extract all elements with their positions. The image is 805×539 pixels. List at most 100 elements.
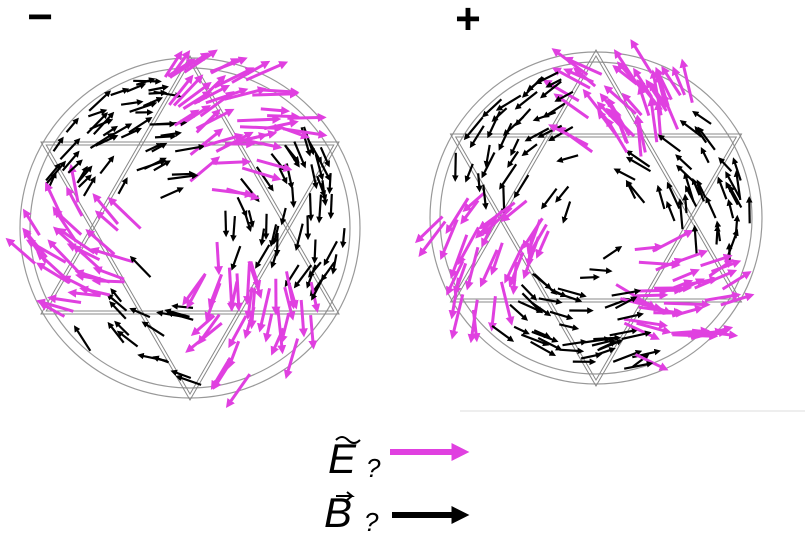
field-arrow-b (180, 378, 201, 385)
field-arrow-e (231, 341, 239, 362)
field-arrow-b (321, 147, 328, 162)
field-arrow-b (134, 260, 151, 278)
field-arrow-e (301, 300, 303, 330)
field-arrow-b (502, 164, 516, 185)
field-arrow-e (191, 323, 222, 348)
field-arrow-e (97, 251, 134, 262)
field-arrow-b (47, 165, 63, 184)
field-arrow-b (599, 350, 611, 354)
field-arrow-b (507, 117, 524, 133)
field-arrow-b (142, 356, 167, 361)
field-arrow-b (127, 86, 142, 92)
field-arrow-b (323, 180, 326, 201)
field-arrow-e (217, 362, 231, 384)
field-arrow-b (331, 194, 332, 214)
field-arrow-b (720, 182, 727, 200)
field-arrow-b (121, 334, 138, 347)
field-arrow-e (232, 316, 246, 342)
field-arrow-b (695, 230, 697, 255)
field-arrow-e (641, 92, 649, 116)
field-arrow-b (538, 112, 556, 119)
field-arrow-b (233, 246, 240, 266)
field-arrow-b (593, 338, 616, 339)
field-arrow-b (703, 152, 709, 163)
field-arrow-e (653, 233, 688, 251)
field-arrow-e (283, 314, 289, 337)
field-arrow-e (267, 116, 293, 117)
field-arrow-b (565, 202, 571, 219)
field-arrow-b (262, 229, 264, 241)
field-arrow-e (261, 288, 270, 325)
field-arrow-b (67, 122, 76, 133)
field-arrow-b (177, 306, 194, 308)
field-arrow-e (48, 188, 61, 216)
panel-sign: + (455, 0, 481, 44)
field-arrow-b (679, 158, 692, 170)
field-arrow-b (121, 102, 138, 105)
field-arrow-b (280, 168, 285, 179)
field-arrow-b (129, 120, 148, 132)
field-arrow-b (590, 269, 608, 271)
field-arrow-b (324, 262, 335, 277)
field-arrow-e (100, 270, 125, 279)
field-arrow-b (669, 206, 675, 221)
field-arrow-e (288, 339, 298, 373)
field-arrow-b (487, 145, 490, 163)
field-arrow-b (283, 208, 286, 220)
legend-symbol: B (324, 489, 352, 536)
field-arrow-e (217, 242, 219, 268)
field-arrow-b (168, 176, 194, 179)
field-arrow-e (469, 247, 478, 283)
field-arrow-b (510, 152, 518, 164)
field-arrow-b (484, 153, 495, 174)
field-arrow-b (662, 138, 680, 152)
field-arrow-b (501, 123, 512, 146)
field-arrow-b (685, 199, 686, 213)
field-arrow-b (478, 173, 479, 187)
field-arrow-b (514, 327, 525, 332)
field-arrow-b (659, 190, 664, 209)
field-arrow-b (717, 230, 718, 245)
field-arrow-b (225, 211, 226, 232)
field-arrow-b (319, 195, 321, 219)
field-arrow-e (261, 109, 283, 111)
field-arrow-e (664, 303, 704, 304)
field-arrow-b (330, 173, 331, 189)
field-arrow-e (639, 262, 674, 264)
field-arrow-b (292, 187, 293, 203)
field-arrow-b (258, 245, 270, 264)
field-arrow-b (155, 136, 172, 137)
field-arrow-b (68, 163, 79, 173)
outline-triangle (456, 56, 737, 299)
field-arrow-e (684, 66, 693, 103)
field-arrow-e (670, 253, 701, 264)
field-arrow-b (455, 153, 456, 177)
field-arrow-b (736, 220, 737, 238)
field-arrow-b (513, 139, 519, 151)
field-arrow-e (252, 94, 291, 95)
field-arrow-e (190, 161, 214, 181)
field-arrow-b (618, 171, 635, 180)
figure: − + E ? B ? (0, 0, 805, 539)
field-arrow-e (549, 83, 579, 100)
field-arrow-b (161, 133, 177, 135)
field-arrow-b (309, 141, 320, 160)
field-arrow-b (696, 114, 711, 124)
outline-circle (440, 62, 752, 374)
field-arrow-b (730, 204, 734, 218)
field-arrow-e (311, 315, 313, 342)
field-arrow-b (680, 204, 682, 230)
field-arrow-b (310, 193, 311, 216)
field-arrow-b (629, 184, 644, 203)
field-arrow-e (637, 290, 676, 291)
panels (11, 45, 762, 402)
field-arrow-b (728, 186, 738, 205)
field-arrow-b (708, 201, 716, 218)
field-arrow-b (610, 331, 634, 336)
field-arrow-b (118, 325, 129, 336)
field-arrow-b (130, 104, 153, 112)
field-arrow-b (88, 112, 102, 117)
field-arrow-e (559, 98, 588, 119)
field-arrow-b (249, 210, 252, 222)
legend-symbol: E (328, 435, 357, 482)
